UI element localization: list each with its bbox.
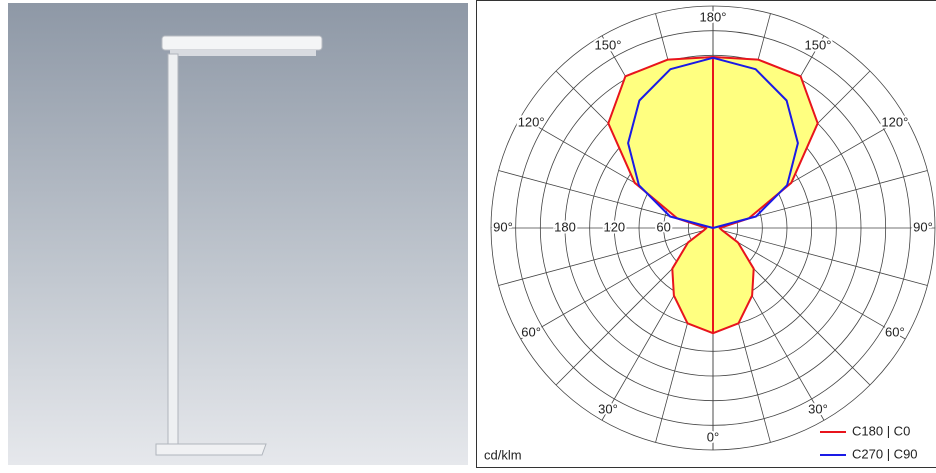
unit-label: cd/klm [484, 447, 522, 462]
angle-tick-label: 60° [885, 324, 905, 339]
angle-tick-label: 120° [881, 114, 908, 129]
legend-label: C270 | C90 [852, 446, 918, 461]
angle-tick-label: 30° [808, 401, 828, 416]
product-photo [8, 3, 468, 465]
angle-tick-label: 60° [521, 324, 541, 339]
legend-label: C180 | C0 [852, 423, 910, 438]
angle-tick-label: 180° [700, 9, 727, 24]
r-tick-label: 120 [603, 219, 625, 234]
r-tick-label: 180 [554, 219, 576, 234]
angle-tick-label: 120° [518, 114, 545, 129]
angle-tick-label: 90° [493, 219, 513, 234]
angle-tick-label: 150° [595, 38, 622, 53]
angle-tick-label: 150° [805, 38, 832, 53]
angle-tick-label: 0° [707, 429, 719, 444]
r-tick-label: 60 [656, 219, 670, 234]
angle-tick-label: 90° [913, 219, 933, 234]
angle-tick-label: 30° [598, 401, 618, 416]
